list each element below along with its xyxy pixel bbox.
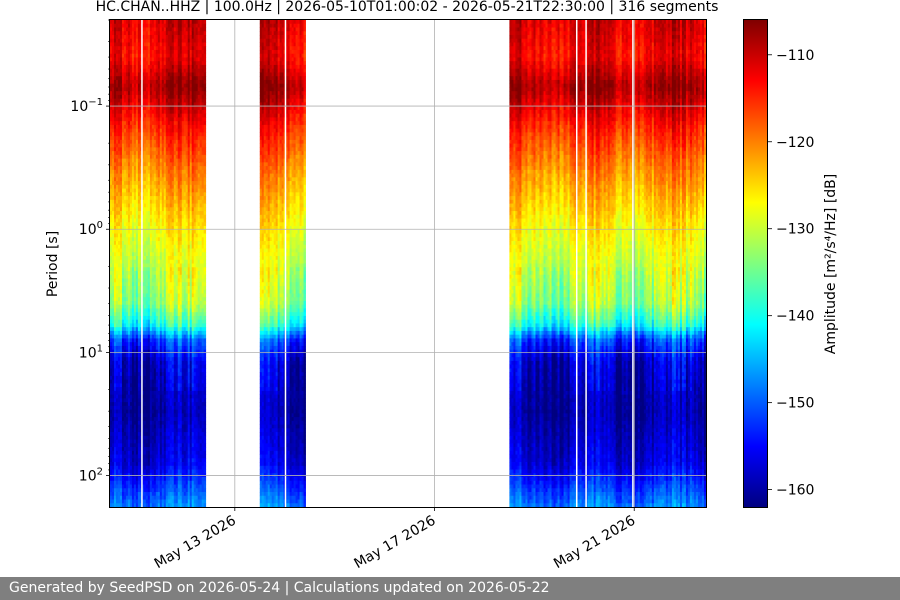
data-gap-1 xyxy=(141,20,143,507)
y-tick-label-4: 102 xyxy=(79,467,103,485)
y-axis-label: Period [s] xyxy=(45,231,61,297)
colorbar-tick-label-2: −120 xyxy=(776,135,814,151)
x-tick-label-1: May 13 2026 xyxy=(152,513,239,573)
y-axis: 10−1 100 101 102 xyxy=(70,20,110,485)
y-tick-label-1: 10−1 xyxy=(70,97,103,115)
data-segment-2 xyxy=(260,20,306,507)
y-tick-label-3: 101 xyxy=(79,343,103,361)
colorbar-tick-label-1: −110 xyxy=(776,48,814,64)
y-tick-label-2: 100 xyxy=(79,220,103,238)
colorbar-tick-label-5: −150 xyxy=(776,396,814,412)
chart-title: HC.CHAN..HHZ | 100.0Hz | 2026-05-10T01:0… xyxy=(96,0,719,15)
colorbar-tick-label-6: −160 xyxy=(776,483,814,499)
colorbar xyxy=(744,20,768,508)
data-segment-3 xyxy=(509,20,706,507)
colorbar-tick-label-4: −140 xyxy=(776,309,814,325)
colorbar-tick-label-3: −130 xyxy=(776,222,814,238)
footer-bar: Generated by SeedPSD on 2026-05-24 | Cal… xyxy=(0,577,900,600)
data-gap-4 xyxy=(585,20,587,507)
x-tick-label-3: May 21 2026 xyxy=(551,513,638,573)
data-segment-1 xyxy=(110,20,206,507)
data-gap-2 xyxy=(285,20,287,507)
x-tick-label-2: May 17 2026 xyxy=(351,513,438,573)
colorbar-label: Amplitude [m²/s⁴/Hz] [dB] xyxy=(823,174,839,354)
spectrogram-heatmap xyxy=(110,20,706,507)
data-gap-5 xyxy=(632,20,634,507)
x-axis: May 13 2026 May 17 2026 May 21 2026 xyxy=(152,507,639,572)
colorbar-axis: −110 −120 −130 −140 −150 −160 xyxy=(768,48,814,499)
data-gap-3 xyxy=(576,20,578,507)
